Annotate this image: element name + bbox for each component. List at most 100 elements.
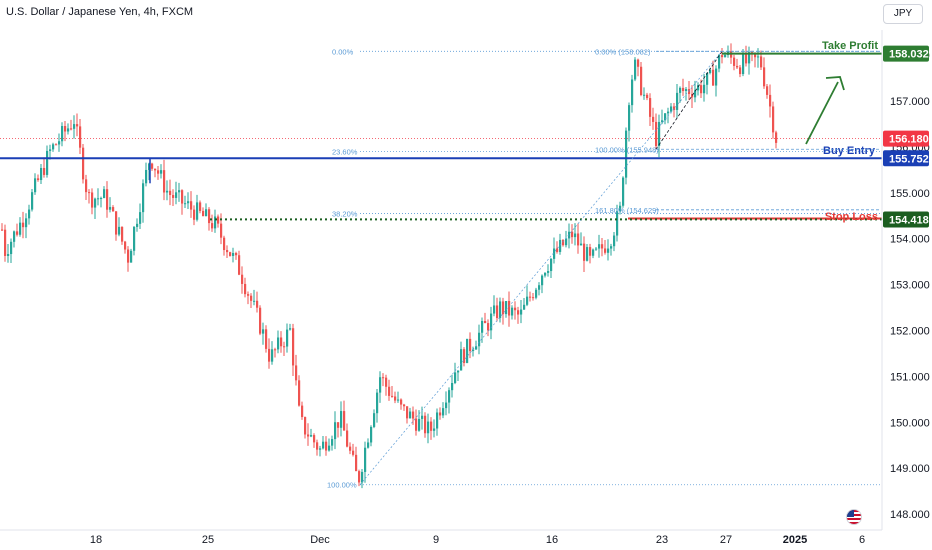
- price-tick-label: 155.000: [890, 188, 930, 200]
- candle-body: [589, 247, 592, 256]
- price-tags: 158.032 156.180 155.752 154.418: [883, 45, 929, 228]
- candle-body: [322, 441, 325, 449]
- candle-body: [520, 309, 523, 315]
- candle-body: [139, 212, 142, 224]
- buy-entry-label: Buy Entry: [823, 145, 876, 157]
- candle-body: [535, 289, 538, 298]
- candle-body: [676, 92, 679, 110]
- candle-body: [376, 392, 379, 414]
- candle-body: [712, 69, 715, 86]
- candle-body: [163, 170, 166, 193]
- candle-body: [523, 304, 526, 310]
- us-flag-icon: [847, 510, 861, 524]
- candle-body: [118, 226, 121, 235]
- candle-body: [46, 150, 49, 175]
- candle-body: [604, 248, 607, 253]
- candle-body: [337, 422, 340, 428]
- candle-body: [397, 399, 400, 401]
- candle-body: [508, 301, 511, 316]
- candle-body: [112, 207, 115, 212]
- candle-body: [403, 404, 406, 407]
- candle-body: [157, 170, 160, 174]
- candle-body: [409, 411, 412, 419]
- fib-level-label: 38.20%: [332, 209, 358, 218]
- candle-body: [736, 65, 739, 68]
- candle-body: [262, 329, 265, 334]
- price-tick-label: 153.000: [890, 280, 930, 292]
- chart-title: U.S. Dollar / Japanese Yen, 4h, FXCM: [6, 6, 194, 18]
- candle-body: [442, 408, 445, 416]
- forecast-arrow-icon: [805, 81, 839, 145]
- candle-body: [391, 395, 394, 397]
- candle-body: [361, 471, 364, 483]
- candle-body: [685, 89, 688, 92]
- candle-body: [721, 55, 724, 58]
- candle-body: [109, 207, 112, 210]
- time-tick-label: 18: [90, 534, 102, 546]
- candle-body: [691, 94, 694, 98]
- candle-body: [394, 396, 397, 401]
- candle-body: [637, 59, 640, 67]
- candle-body: [763, 67, 766, 87]
- candle-body: [247, 294, 250, 296]
- candle-body: [28, 209, 31, 219]
- candle-body: [64, 126, 67, 132]
- candle-body: [427, 421, 430, 434]
- candle-body: [772, 106, 775, 133]
- candle-body: [481, 320, 484, 333]
- candle-body: [94, 198, 97, 208]
- candle-body: [196, 202, 199, 220]
- candle-body: [580, 243, 583, 246]
- candle-body: [244, 283, 247, 295]
- candle-body: [751, 52, 754, 54]
- candle-body: [289, 328, 292, 330]
- candle-body: [634, 59, 637, 80]
- candle-body: [4, 229, 7, 256]
- candle-body: [241, 274, 244, 284]
- candle-body: [400, 399, 403, 405]
- candle-body: [424, 415, 427, 434]
- candle-body: [577, 233, 580, 246]
- candle-body: [742, 54, 745, 75]
- candle-body: [367, 442, 370, 448]
- candle-body: [217, 216, 220, 224]
- fib-level-label: 100.00%: [327, 481, 357, 490]
- candle-body: [451, 382, 454, 391]
- current-price-tag-bg: [883, 130, 929, 147]
- candle-body: [625, 130, 628, 178]
- fibonacci-levels: 0.00% 23.60% 38.20% 100.00% 0.00% (158.082) 1…: [327, 47, 880, 490]
- candle-body: [25, 218, 28, 228]
- take-profit-label: Take Profit: [822, 40, 878, 52]
- candle-body: [460, 349, 463, 371]
- candle-body: [76, 124, 79, 127]
- candle-body: [295, 365, 298, 381]
- time-tick-label: 23: [656, 534, 668, 546]
- candle-body: [136, 223, 139, 227]
- candle-body: [316, 442, 319, 450]
- candle-body: [757, 56, 760, 58]
- candle-body: [1, 229, 4, 231]
- candlestick-series: [1, 43, 778, 489]
- candle-body: [502, 301, 505, 315]
- candle-body: [643, 94, 646, 96]
- candle-body: [121, 226, 124, 242]
- candle-body: [697, 85, 700, 91]
- candle-body: [616, 211, 619, 236]
- candle-body: [748, 52, 751, 64]
- price-tick-label: 154.000: [890, 234, 930, 246]
- fib-trend-line: [359, 51, 723, 485]
- forecast-arrowhead-icon: [825, 76, 845, 91]
- candle-body: [310, 435, 313, 437]
- candle-body: [484, 320, 487, 324]
- candle-body: [259, 307, 262, 334]
- candle-body: [388, 386, 391, 396]
- currency-button[interactable]: JPY: [883, 4, 923, 24]
- candle-body: [301, 405, 304, 418]
- candle-body: [499, 301, 502, 319]
- candle-body: [10, 241, 13, 255]
- candle-body: [67, 128, 70, 132]
- candle-body: [340, 411, 343, 428]
- candle-body: [31, 192, 34, 210]
- price-tick-label: 150.000: [890, 417, 930, 429]
